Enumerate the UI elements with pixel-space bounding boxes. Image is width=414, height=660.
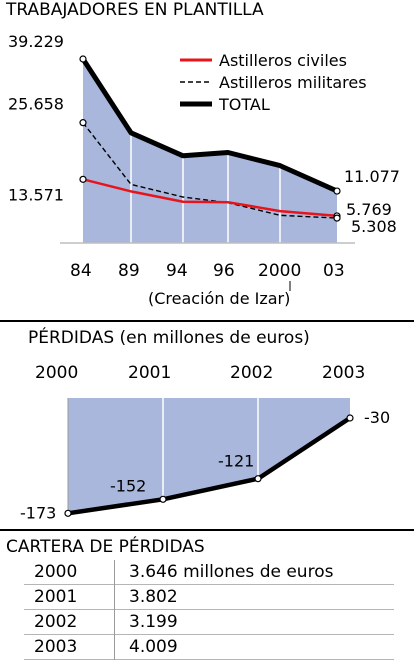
row-value: 3.646 millones de euros [129,562,334,582]
x-tick-label: 96 [213,261,235,281]
table-row: 2001 3.802 [24,584,394,610]
x-tick-label: 94 [166,261,188,281]
losses-chart: 2000 2001 2002 2003 -173 -152 -121 -30 [20,363,390,522]
x-tick-label: 2003 [322,363,365,383]
table-row: 2002 3.199 [24,609,394,635]
section-divider-1 [0,320,414,322]
label-2001: -152 [110,476,146,495]
row-year: 2001 [24,584,115,610]
point-marker [79,119,87,127]
label-civiles-1984: 13.571 [8,185,64,204]
row-year: 2003 [24,634,115,660]
label-militares-1984: 25.658 [8,95,64,114]
chart1-title: TRABAJADORES EN PLANTILLA [6,0,264,20]
series-line-civiles [82,178,338,218]
x-tick-label: 2002 [230,363,273,383]
point-marker [159,495,167,503]
point-marker [254,475,262,483]
x-tick-label: 89 [118,261,140,281]
point-marker [79,175,87,183]
row-value: 3.802 [129,587,178,607]
section-divider-2 [0,529,414,531]
row-value: 4.009 [129,637,178,657]
losses-area-fill [68,398,350,514]
legend-label: Astilleros militares [219,73,367,92]
point-marker [333,214,341,222]
x-tick-label: 84 [70,261,92,281]
table-title: CARTERA DE PÉRDIDAS [6,537,205,557]
point-marker [79,55,87,63]
label-2002: -121 [218,452,254,471]
label-civiles-2003: 5.769 [346,200,392,219]
point-marker [346,414,354,422]
label-militares-2003: 5.308 [351,217,397,236]
label-2000: -173 [20,503,56,522]
losses-line [67,416,352,516]
series-line-militares [82,122,338,219]
annotation-text: (Creación de Izar) [148,289,290,308]
point-marker [333,187,341,195]
point-marker [64,509,72,517]
label-total-2003: 11.077 [344,167,400,186]
row-year: 2002 [24,609,115,635]
total-area-fill [83,59,337,243]
legend-label: TOTAL [218,95,270,114]
row-year: 2000 [24,560,115,585]
series-line-total [80,57,339,194]
label-2003: -30 [364,408,390,427]
x-tick-label: 2001 [128,363,171,383]
label-total-1984: 39.229 [8,32,64,51]
x-tick-label: 2000 [258,261,301,281]
legend-label: Astilleros civiles [219,51,347,70]
table-row: 2003 4.009 [24,634,394,660]
portfolio-table: 2000 3.646 millones de euros 2001 3.802 2002… [24,560,394,660]
table-row: 2000 3.646 millones de euros [24,560,394,585]
x-tick-label: 03 [323,261,345,281]
x-tick-label: 2000 [35,363,78,383]
row-value: 3.199 [129,612,178,632]
chart2-title: PÉRDIDAS (en millones de euros) [28,328,310,348]
